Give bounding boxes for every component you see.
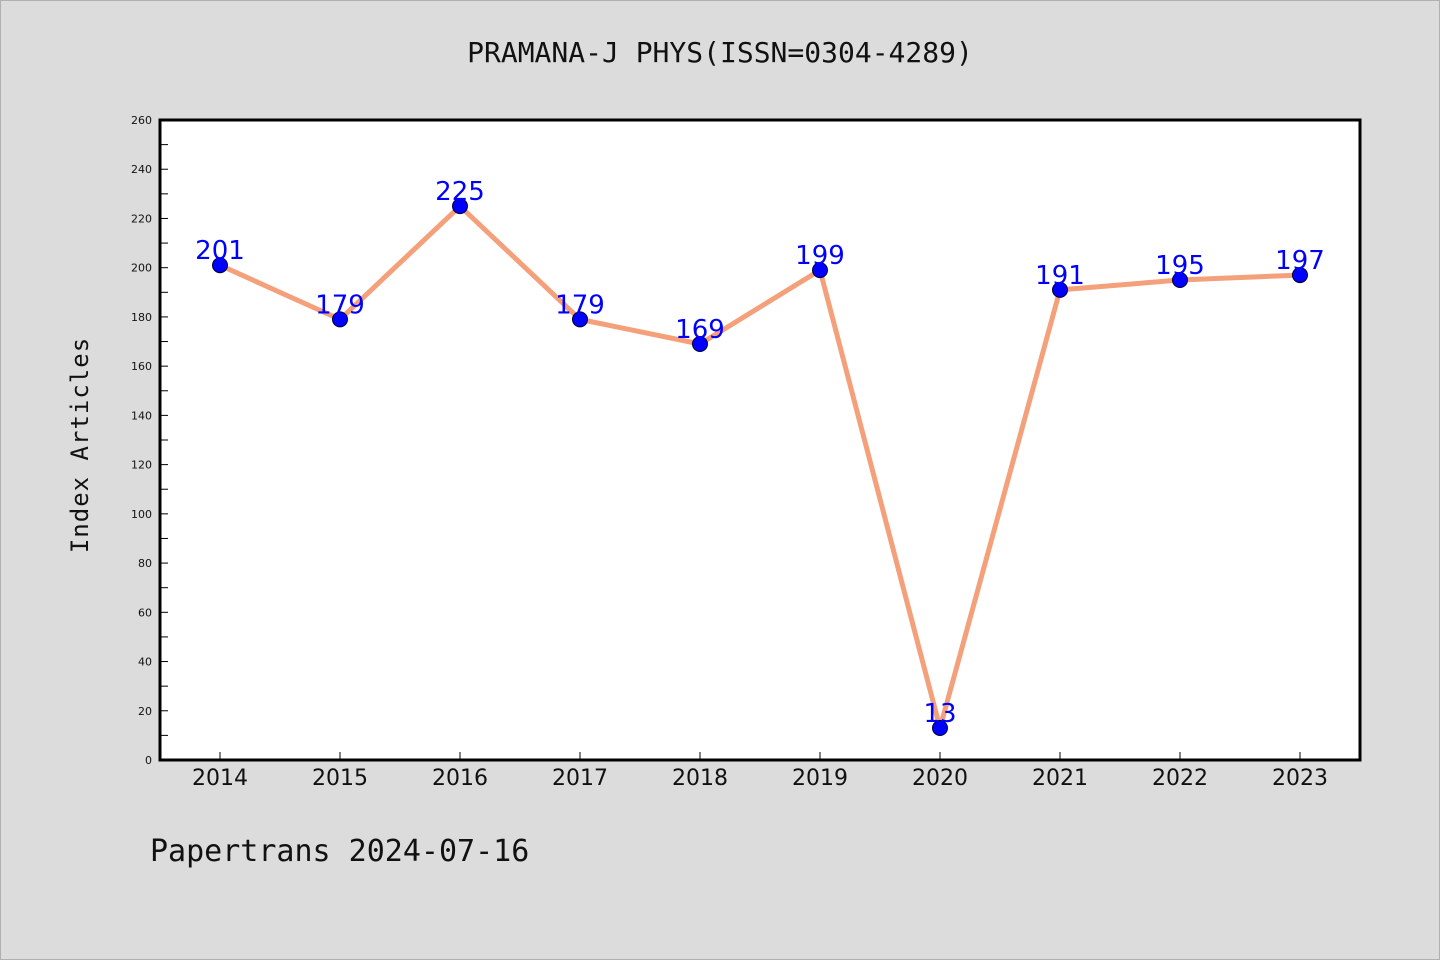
data-point xyxy=(812,262,828,279)
y-tick-label: 120 xyxy=(131,459,152,472)
x-tick-label: 2020 xyxy=(912,766,968,791)
y-tick-label: 240 xyxy=(131,163,152,176)
chart-title: PRAMANA-J PHYS(ISSN=0304-4289) xyxy=(467,36,973,69)
data-point xyxy=(212,257,228,274)
y-tick-label: 100 xyxy=(131,508,152,521)
y-tick-label: 180 xyxy=(131,311,152,324)
x-tick-label: 2016 xyxy=(432,766,488,791)
data-point xyxy=(572,311,588,328)
y-tick-label: 80 xyxy=(138,557,152,570)
data-label: 191 xyxy=(1035,261,1085,291)
plot-area xyxy=(160,120,1360,760)
x-tick-label: 2023 xyxy=(1272,766,1328,791)
y-tick-label: 60 xyxy=(138,606,152,619)
data-label: 199 xyxy=(795,241,845,271)
data-point xyxy=(692,336,708,352)
x-tick-label: 2018 xyxy=(672,766,728,791)
y-tick-label: 200 xyxy=(131,262,152,275)
y-tick-label: 260 xyxy=(131,114,152,127)
data-label: 195 xyxy=(1155,251,1205,281)
data-label: 169 xyxy=(675,315,725,345)
x-tick-label: 2022 xyxy=(1152,766,1208,791)
data-point xyxy=(1052,281,1068,298)
y-tick-label: 160 xyxy=(131,360,152,373)
y-tick-label: 0 xyxy=(145,754,152,767)
data-label: 197 xyxy=(1275,246,1325,276)
x-tick-label: 2021 xyxy=(1032,766,1088,791)
data-point xyxy=(932,720,948,736)
data-point xyxy=(1292,267,1308,284)
x-tick-label: 2017 xyxy=(552,766,608,791)
x-tick-label: 2019 xyxy=(792,766,848,791)
x-tick-label: 2015 xyxy=(312,766,368,791)
data-label: 179 xyxy=(315,290,365,320)
data-point xyxy=(1172,272,1188,288)
y-tick-label: 220 xyxy=(131,212,152,225)
data-label: 225 xyxy=(435,177,485,207)
y-tick-label: 40 xyxy=(138,656,152,669)
data-label: 13 xyxy=(923,699,956,729)
data-label: 201 xyxy=(195,236,245,266)
data-point xyxy=(332,311,348,328)
series-line xyxy=(217,203,1303,731)
x-tick-label: 2014 xyxy=(192,766,248,791)
y-tick-label: 140 xyxy=(131,409,152,422)
data-label: 179 xyxy=(555,290,605,320)
plot-frame xyxy=(158,118,1362,762)
data-point xyxy=(452,198,468,215)
footer-source-date: Papertrans 2024-07-16 xyxy=(150,834,530,869)
y-tick-label: 20 xyxy=(138,705,152,718)
